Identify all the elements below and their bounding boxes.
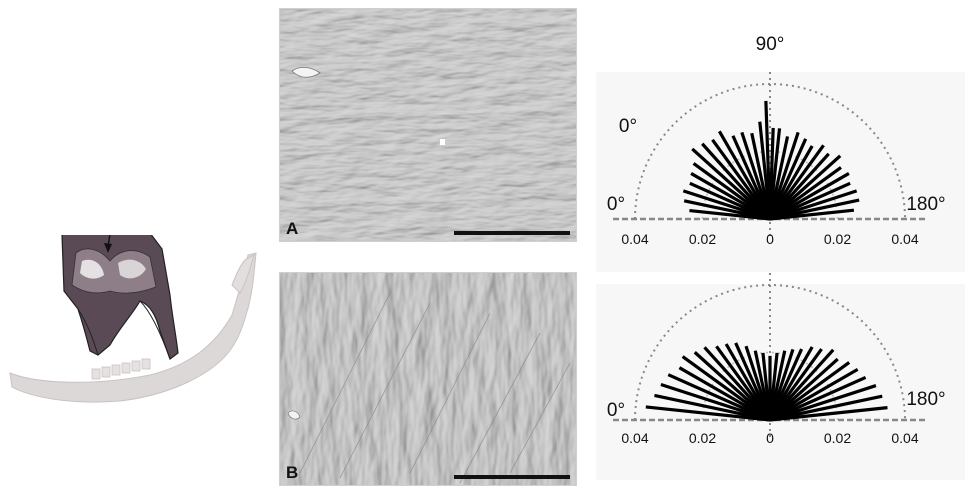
scale-bar bbox=[454, 231, 570, 235]
rose-bar bbox=[717, 130, 772, 220]
micrograph-a-surface bbox=[280, 9, 576, 241]
rose-bar bbox=[769, 394, 883, 422]
rose-bar bbox=[693, 351, 772, 422]
rose-bar bbox=[660, 383, 771, 422]
mandible-tooth-illustration bbox=[0, 194, 270, 425]
rose-tick-label: 0.02 bbox=[689, 231, 716, 247]
debris-spot bbox=[291, 67, 321, 78]
rose-bar bbox=[681, 355, 771, 422]
rose-tick-label: 0.02 bbox=[824, 430, 851, 446]
rose-bar bbox=[769, 367, 859, 422]
rose-a-left-angle-label: 0° bbox=[619, 116, 637, 137]
rose-bar bbox=[701, 142, 772, 221]
molar-tooth bbox=[61, 223, 179, 360]
jaw-teeth-row bbox=[91, 358, 151, 380]
rose-bar bbox=[769, 208, 855, 221]
rose-bar bbox=[769, 375, 867, 422]
debris-spot bbox=[440, 139, 445, 145]
rose-bar bbox=[654, 393, 771, 422]
micrograph-b: B bbox=[279, 272, 577, 486]
rose-bar bbox=[691, 147, 772, 221]
rose-a-top-label: 90° bbox=[756, 34, 785, 55]
debris-spot bbox=[287, 410, 301, 420]
rose-bar bbox=[645, 405, 771, 422]
rose-b-backdrop bbox=[596, 284, 965, 480]
rose-bar bbox=[769, 406, 888, 422]
rose-tick-label: 0.02 bbox=[824, 231, 851, 247]
jaw-bone bbox=[9, 252, 257, 403]
rose-tick-label: 0.04 bbox=[621, 231, 648, 247]
rose-a-corner-right-label: 180° bbox=[906, 194, 945, 215]
rose-tick-label: 0.04 bbox=[891, 231, 918, 247]
rose-bar bbox=[711, 138, 772, 220]
rose-b-corner-left-label: 0° bbox=[607, 400, 625, 421]
rose-bar bbox=[769, 361, 851, 422]
rose-tick-label: 0.04 bbox=[621, 430, 648, 446]
rose-inner-circle bbox=[701, 351, 839, 421]
rose-inner-circle bbox=[701, 150, 839, 220]
micrograph-b-surface bbox=[280, 273, 576, 485]
rose-bar bbox=[667, 373, 771, 422]
rose-bar bbox=[768, 154, 842, 221]
scale-bar bbox=[454, 475, 570, 479]
mandible-drawing bbox=[9, 194, 257, 403]
rose-tick-label: 0.04 bbox=[891, 430, 918, 446]
rose-a-corner-left-label: 0° bbox=[607, 194, 625, 215]
rose-b-corner-right-label: 180° bbox=[906, 389, 945, 410]
rose-bar bbox=[703, 346, 772, 422]
rose-tick-label: 0.02 bbox=[689, 430, 716, 446]
rose-bar bbox=[768, 348, 835, 422]
rose-diagrams: 90° 0° 0° 180° 0.04 0.02 0 0.02 0.04 0° 180°… bbox=[596, 0, 965, 486]
rose-bar bbox=[678, 366, 771, 422]
micrograph-a: A bbox=[279, 8, 577, 242]
rose-chart-b: 0° 180° 0.04 0.02 0 0.02 0.04 bbox=[607, 273, 946, 446]
rose-diagrams-svg: 90° 0° 0° 180° 0.04 0.02 0 0.02 0.04 0° 180°… bbox=[596, 34, 965, 480]
panel-letter-b: B bbox=[286, 463, 299, 482]
panel-letter-a: A bbox=[286, 219, 299, 238]
rose-bar bbox=[769, 384, 877, 422]
rose-chart-a: 90° 0° 0° 180° 0.04 0.02 0 0.02 0.04 bbox=[607, 34, 946, 247]
striation-marks bbox=[299, 292, 571, 484]
rose-bar bbox=[692, 162, 771, 221]
rose-tick-label: 0 bbox=[766, 231, 774, 247]
rose-tick-label: 0 bbox=[766, 430, 774, 446]
jaw-condyle bbox=[231, 254, 255, 294]
